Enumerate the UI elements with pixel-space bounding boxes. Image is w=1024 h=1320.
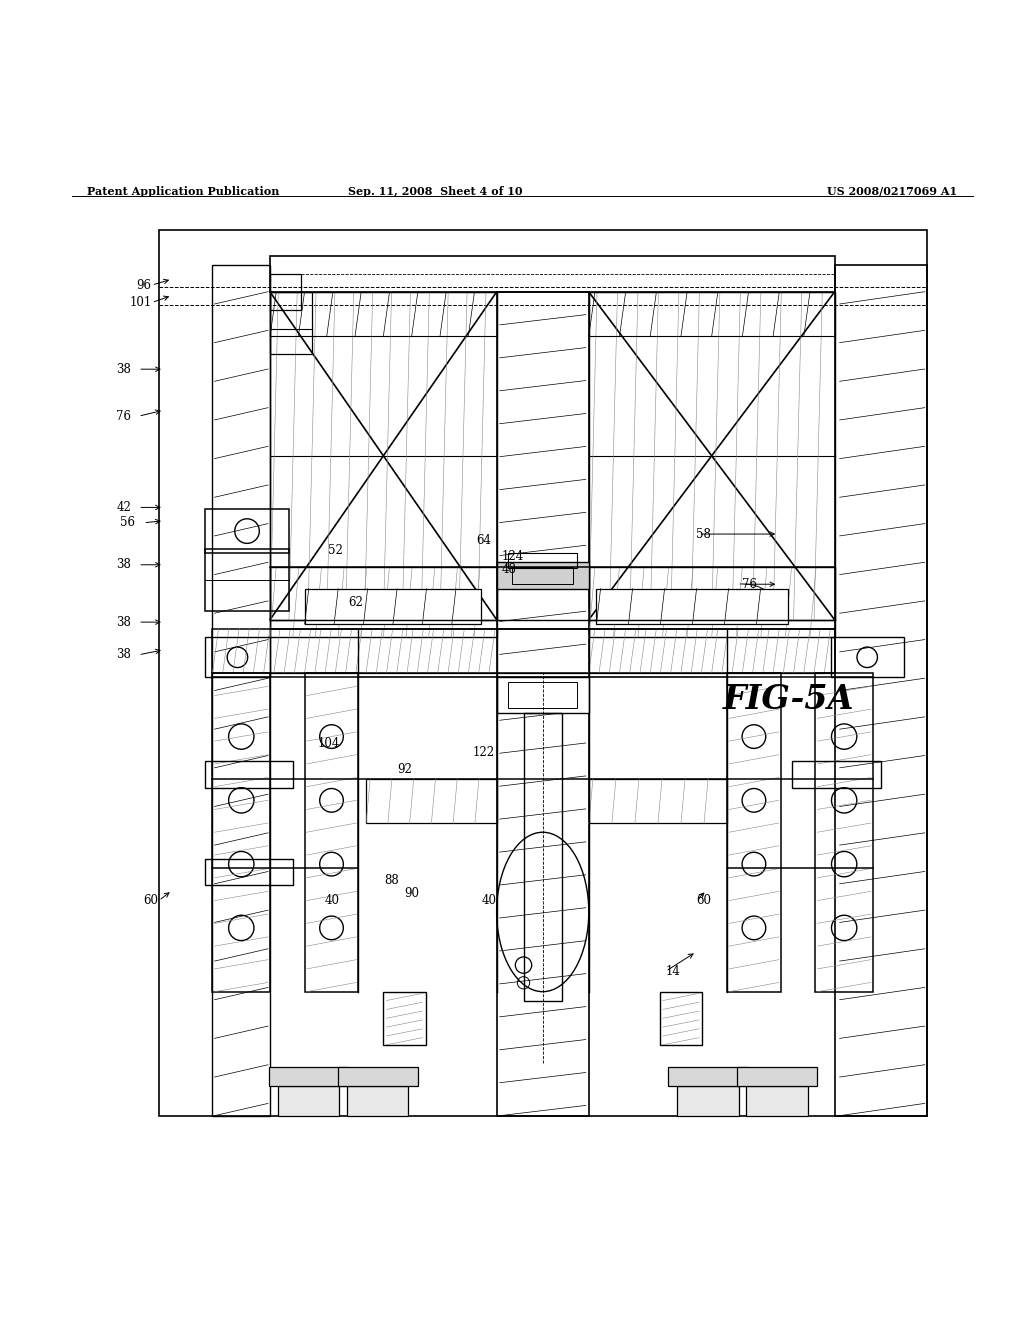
Text: 101: 101: [129, 296, 152, 309]
Bar: [213, 265, 270, 1115]
Bar: [270, 256, 835, 292]
Bar: [270, 292, 312, 354]
Circle shape: [831, 788, 857, 813]
Text: 56: 56: [120, 516, 135, 529]
Text: 90: 90: [404, 887, 420, 900]
Text: 52: 52: [328, 544, 343, 557]
Circle shape: [228, 723, 254, 750]
Text: 60: 60: [143, 894, 159, 907]
Circle shape: [228, 788, 254, 813]
Text: 76: 76: [742, 578, 758, 591]
Circle shape: [742, 725, 766, 748]
Bar: [737, 1067, 817, 1086]
Text: 96: 96: [136, 279, 152, 292]
Bar: [347, 1086, 409, 1115]
Bar: [508, 681, 578, 709]
Bar: [497, 562, 589, 589]
Bar: [305, 673, 358, 991]
Text: 38: 38: [116, 363, 131, 376]
Bar: [367, 779, 497, 824]
Bar: [508, 553, 578, 569]
Text: 92: 92: [397, 763, 413, 776]
Text: 62: 62: [348, 597, 364, 609]
Circle shape: [742, 916, 766, 940]
Bar: [793, 762, 881, 788]
Bar: [835, 265, 927, 1115]
Bar: [205, 859, 293, 886]
Text: 14: 14: [666, 965, 681, 978]
Bar: [205, 762, 293, 788]
Bar: [278, 1086, 339, 1115]
Bar: [205, 549, 289, 611]
Bar: [589, 292, 835, 619]
Circle shape: [831, 851, 857, 876]
Bar: [338, 1067, 418, 1086]
Bar: [659, 991, 702, 1045]
Bar: [497, 292, 589, 1115]
Bar: [727, 673, 781, 991]
Bar: [213, 673, 270, 991]
Bar: [830, 638, 904, 677]
Bar: [589, 566, 835, 638]
Circle shape: [694, 1088, 721, 1114]
Bar: [668, 1067, 748, 1086]
Bar: [305, 589, 481, 624]
Circle shape: [319, 916, 343, 940]
Circle shape: [319, 725, 343, 748]
Bar: [270, 275, 301, 310]
Text: 40: 40: [325, 894, 340, 907]
Text: US 2008/0217069 A1: US 2008/0217069 A1: [827, 186, 957, 197]
Bar: [270, 566, 497, 638]
Text: 76: 76: [116, 409, 131, 422]
Circle shape: [319, 853, 343, 876]
Text: 38: 38: [116, 615, 131, 628]
Text: 122: 122: [473, 746, 496, 759]
Circle shape: [742, 853, 766, 876]
Circle shape: [228, 915, 254, 941]
Text: Patent Application Publication: Patent Application Publication: [87, 186, 280, 197]
Circle shape: [319, 788, 343, 812]
Text: FIG-5A: FIG-5A: [723, 682, 854, 715]
Bar: [205, 510, 289, 553]
Text: 124: 124: [502, 550, 524, 564]
Circle shape: [228, 851, 254, 876]
Bar: [512, 566, 573, 585]
Bar: [677, 1086, 738, 1115]
Circle shape: [295, 1088, 322, 1114]
Text: 64: 64: [476, 533, 492, 546]
Bar: [205, 638, 270, 677]
Bar: [497, 677, 589, 713]
Circle shape: [764, 1088, 791, 1114]
Circle shape: [831, 915, 857, 941]
Bar: [159, 230, 927, 1115]
Bar: [523, 713, 562, 1001]
Text: 60: 60: [696, 894, 712, 907]
Bar: [270, 292, 497, 337]
Circle shape: [831, 723, 857, 750]
Text: 40: 40: [481, 894, 497, 907]
Circle shape: [365, 1088, 391, 1114]
Text: 38: 38: [116, 558, 131, 572]
Text: 58: 58: [696, 528, 712, 541]
Bar: [746, 1086, 808, 1115]
Bar: [213, 628, 835, 673]
Bar: [596, 589, 788, 624]
Bar: [383, 991, 426, 1045]
Bar: [268, 1067, 348, 1086]
Text: 42: 42: [116, 500, 131, 513]
Text: Sep. 11, 2008  Sheet 4 of 10: Sep. 11, 2008 Sheet 4 of 10: [348, 186, 522, 197]
Text: 104: 104: [317, 738, 340, 751]
FancyArrowPatch shape: [740, 583, 776, 601]
Text: 48: 48: [502, 564, 517, 577]
Text: 88: 88: [384, 874, 398, 887]
Circle shape: [742, 788, 766, 812]
Bar: [815, 673, 872, 991]
Bar: [589, 292, 835, 337]
Text: 38: 38: [116, 648, 131, 661]
Ellipse shape: [497, 832, 589, 991]
Bar: [589, 779, 727, 824]
Bar: [270, 292, 497, 619]
